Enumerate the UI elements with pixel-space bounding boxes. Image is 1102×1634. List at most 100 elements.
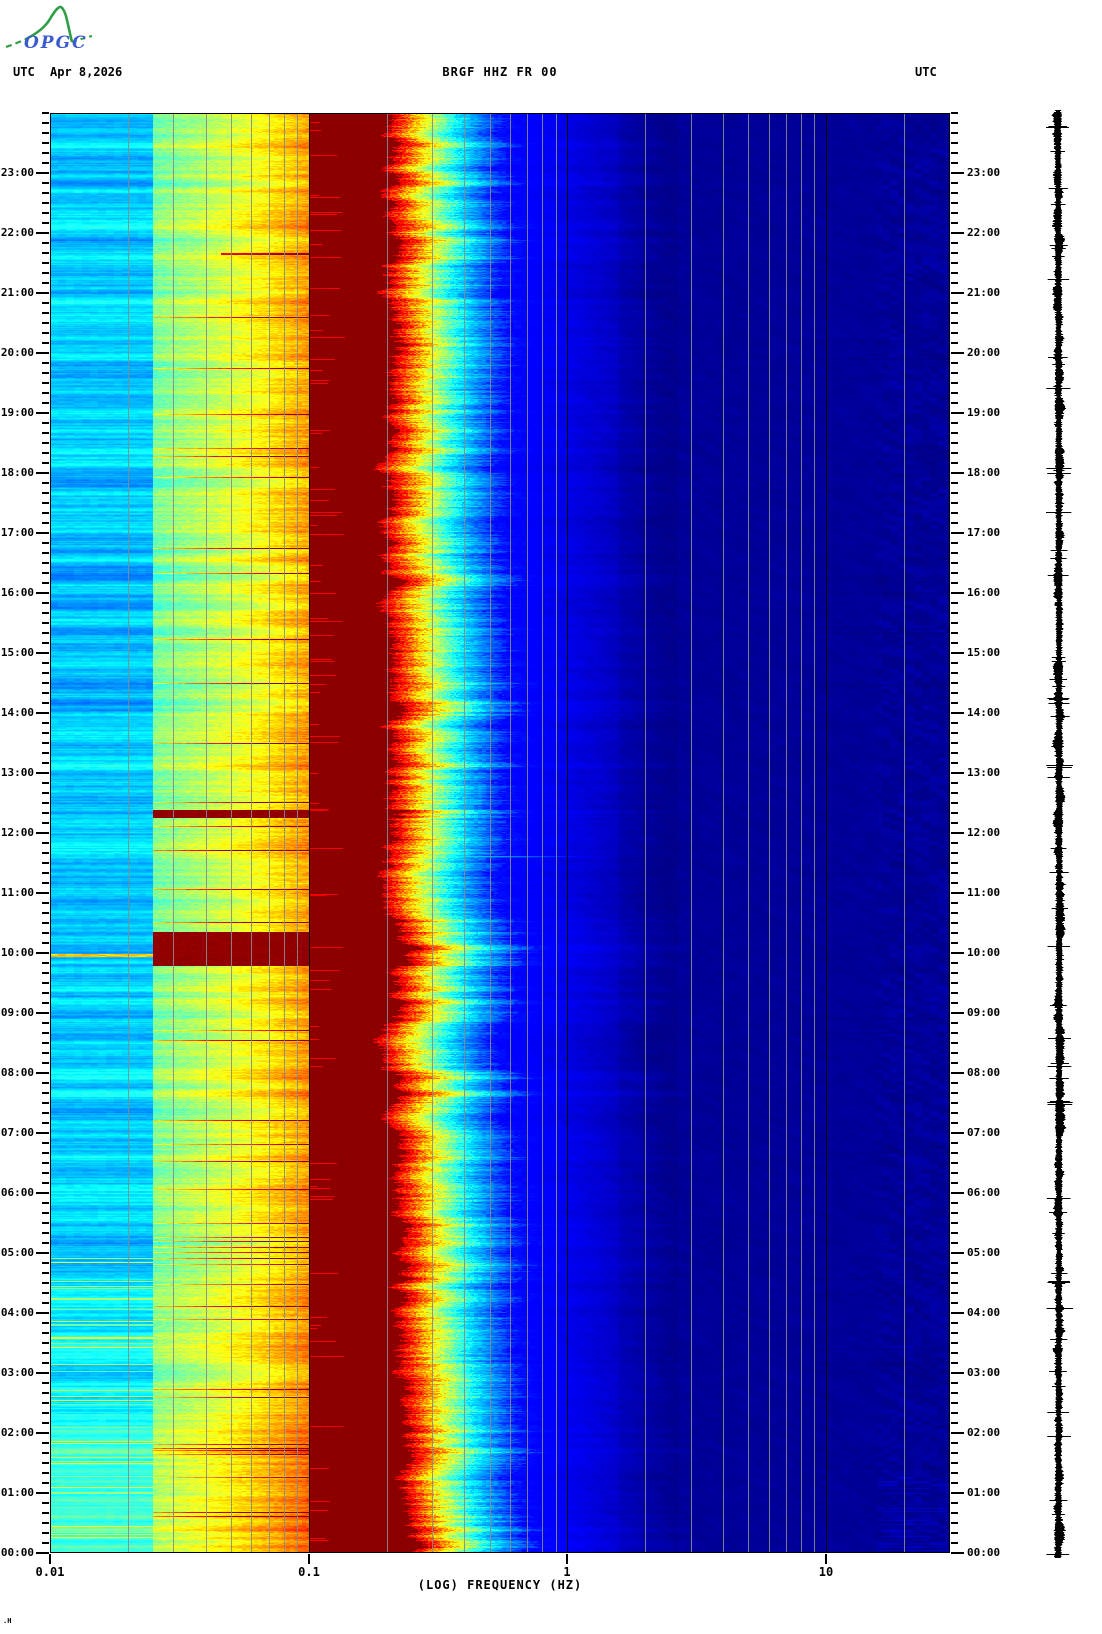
y-hour-label-right: 16:00 <box>967 586 1001 599</box>
y-tick-left <box>36 892 49 894</box>
y-tick-left <box>36 592 49 594</box>
y-tick-left <box>42 762 49 764</box>
y-hour-label-right: 04:00 <box>967 1306 1001 1319</box>
y-tick-right <box>951 1542 958 1544</box>
y-tick-right <box>951 1152 958 1154</box>
y-tick-left <box>36 1432 49 1434</box>
y-hour-label-right: 02:00 <box>967 1426 1001 1439</box>
y-tick-left <box>42 222 49 224</box>
y-tick-left <box>42 252 49 254</box>
y-hour-label-right: 21:00 <box>967 286 1001 299</box>
y-tick-right <box>951 642 958 644</box>
y-tick-right <box>951 452 958 454</box>
y-hour-label-right: 00:00 <box>967 1546 1001 1559</box>
y-hour-label-left: 00:00 <box>0 1546 34 1559</box>
y-tick-right <box>951 662 958 664</box>
y-tick-left <box>42 212 49 214</box>
y-tick-left <box>42 442 49 444</box>
y-tick-right <box>951 522 958 524</box>
y-tick-left <box>42 962 49 964</box>
y-hour-label-left: 07:00 <box>0 1126 34 1139</box>
y-tick-left <box>42 142 49 144</box>
y-tick-left <box>36 772 49 774</box>
y-tick-left <box>36 832 49 834</box>
y-hour-label-left: 01:00 <box>0 1486 34 1499</box>
y-hour-label-right: 11:00 <box>967 886 1001 899</box>
y-tick-right <box>951 1112 958 1114</box>
y-tick-left <box>36 1552 49 1554</box>
y-hour-label-left: 13:00 <box>0 766 34 779</box>
y-tick-left <box>36 1312 49 1314</box>
y-tick-right <box>951 692 958 694</box>
x-decade-tick <box>566 1554 568 1564</box>
y-tick-left <box>42 1382 49 1384</box>
y-hour-label-left: 15:00 <box>0 646 34 659</box>
utc-label-left: UTC <box>13 65 35 79</box>
y-tick-right <box>951 322 958 324</box>
y-tick-left <box>36 712 49 714</box>
y-tick-right <box>951 472 964 474</box>
y-tick-left <box>42 632 49 634</box>
y-tick-right <box>951 1212 958 1214</box>
y-tick-left <box>42 742 49 744</box>
y-tick-left <box>36 1252 49 1254</box>
y-tick-left <box>42 1202 49 1204</box>
y-tick-right <box>951 932 958 934</box>
y-tick-right <box>951 172 964 174</box>
y-tick-right <box>951 482 958 484</box>
y-tick-right <box>951 202 958 204</box>
y-tick-left <box>42 1282 49 1284</box>
y-tick-right <box>951 672 958 674</box>
y-tick-left <box>42 1362 49 1364</box>
y-hour-label-left: 04:00 <box>0 1306 34 1319</box>
y-tick-left <box>42 182 49 184</box>
y-tick-left <box>42 1422 49 1424</box>
y-tick-right <box>951 1232 958 1234</box>
y-tick-left <box>42 1472 49 1474</box>
y-hour-label-right: 13:00 <box>967 766 1001 779</box>
logo-mountain-peak <box>25 5 74 43</box>
y-tick-right <box>951 952 964 954</box>
y-tick-right <box>951 1082 958 1084</box>
y-tick-right <box>951 222 958 224</box>
y-tick-left <box>42 902 49 904</box>
y-tick-left <box>42 882 49 884</box>
y-tick-left <box>42 1082 49 1084</box>
y-tick-right <box>951 1012 964 1014</box>
y-hour-label-left: 03:00 <box>0 1366 34 1379</box>
y-tick-right <box>951 1352 958 1354</box>
y-tick-left <box>42 702 49 704</box>
y-tick-left <box>42 1542 49 1544</box>
y-tick-left <box>42 1302 49 1304</box>
y-hour-label-left: 16:00 <box>0 586 34 599</box>
y-tick-left <box>42 612 49 614</box>
y-tick-left <box>36 652 49 654</box>
y-tick-left <box>36 532 49 534</box>
y-tick-right <box>951 1422 958 1424</box>
y-tick-right <box>951 132 958 134</box>
y-tick-right <box>951 1002 958 1004</box>
y-tick-right <box>951 712 964 714</box>
y-hour-label-right: 01:00 <box>967 1486 1001 1499</box>
seismic-trace <box>1036 110 1080 1558</box>
y-tick-right <box>951 652 964 654</box>
y-tick-left <box>42 1122 49 1124</box>
y-tick-left <box>36 1132 49 1134</box>
y-tick-left <box>42 382 49 384</box>
y-tick-right <box>951 972 958 974</box>
y-tick-right <box>951 592 964 594</box>
y-tick-left <box>42 1482 49 1484</box>
y-tick-left <box>42 1232 49 1234</box>
y-tick-right <box>951 1322 958 1324</box>
y-tick-left <box>42 1262 49 1264</box>
y-tick-left <box>42 582 49 584</box>
y-tick-left <box>42 602 49 604</box>
y-hour-label-left: 21:00 <box>0 286 34 299</box>
y-tick-left <box>42 862 49 864</box>
y-tick-right <box>951 602 958 604</box>
y-tick-right <box>951 1032 958 1034</box>
spectrogram-plot <box>50 113 950 1553</box>
y-tick-right <box>951 822 958 824</box>
y-tick-right <box>951 1362 958 1364</box>
y-tick-left <box>42 782 49 784</box>
